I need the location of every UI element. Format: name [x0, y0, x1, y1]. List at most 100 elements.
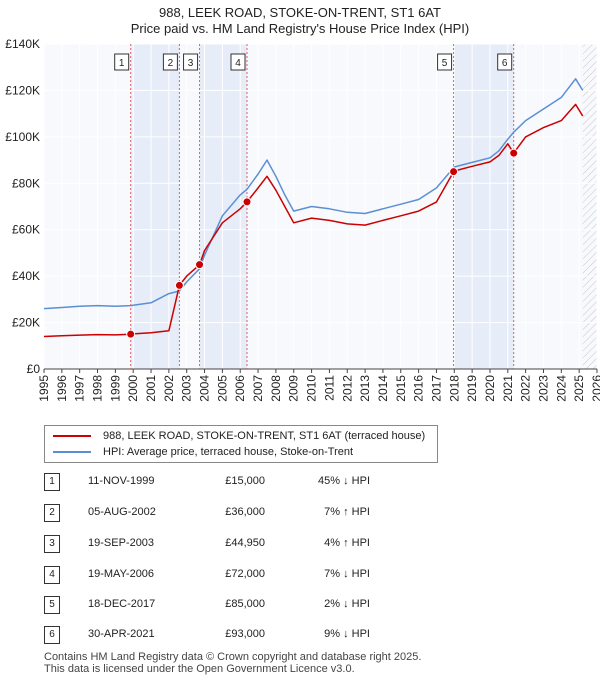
shaded-span [453, 44, 514, 369]
x-tick-label: 2025 [572, 375, 586, 402]
sale-marker-label: 1 [119, 58, 125, 69]
sale-price: £72,000 [225, 568, 265, 580]
chart-legend: 988, LEEK ROAD, STOKE-ON-TRENT, ST1 6AT … [44, 425, 438, 463]
x-tick-label: 2009 [287, 375, 301, 402]
sale-date: 19-MAY-2006 [88, 568, 155, 580]
x-tick-label: 2021 [501, 375, 515, 402]
y-tick-label: £20K [12, 316, 40, 330]
x-tick-label: 2006 [233, 375, 247, 402]
sale-hpi-diff: 7% ↑ HPI [324, 506, 370, 518]
x-tick-label: 1999 [108, 375, 122, 402]
x-tick-label: 2013 [358, 375, 372, 402]
sale-point [174, 280, 184, 290]
x-tick-label: 2005 [215, 375, 229, 402]
y-tick-label: £0 [27, 362, 41, 376]
future-hatch [582, 44, 597, 369]
sale-marker-label: 5 [442, 58, 448, 69]
x-tick-label: 2001 [144, 375, 158, 402]
sale-date: 05-AUG-2002 [88, 506, 156, 518]
sale-number-badge: 3 [44, 535, 60, 553]
chart-title-line1: 988, LEEK ROAD, STOKE-ON-TRENT, ST1 6AT [159, 5, 441, 20]
sale-hpi-diff: 2% ↓ HPI [324, 598, 370, 610]
sale-point [195, 260, 205, 270]
y-tick-label: £100K [5, 130, 40, 144]
sale-marker-box [162, 53, 178, 71]
x-tick-label: 1995 [37, 375, 51, 402]
legend-swatch-blue [53, 451, 91, 454]
shaded-span [199, 44, 248, 369]
sale-marker-box [230, 53, 246, 71]
sale-price: £36,000 [225, 506, 265, 518]
property-series-line [43, 103, 584, 338]
x-tick-label: 2000 [126, 375, 140, 402]
sale-date: 19-SEP-2003 [88, 537, 155, 549]
x-tick-label: 2019 [465, 375, 479, 402]
sale-number-badge: 2 [44, 504, 60, 522]
legend-item-hpi: HPI: Average price, terraced house, Stok… [53, 444, 353, 460]
x-tick-label: 2002 [162, 375, 176, 402]
sale-marker-box [114, 53, 130, 71]
chart-title-line2: Price paid vs. HM Land Registry's House … [130, 21, 470, 36]
y-tick-label: £60K [12, 223, 40, 237]
footer-licence: This data is licensed under the Open Gov… [44, 663, 355, 675]
x-tick-label: 2007 [251, 375, 265, 402]
sale-point [242, 197, 252, 207]
x-tick-label: 2026 [590, 375, 600, 402]
x-tick-label: 2024 [554, 375, 568, 402]
sale-hpi-diff: 4% ↑ HPI [324, 537, 370, 549]
y-tick-label: £140K [5, 37, 40, 51]
sale-number-badge: 5 [44, 596, 60, 614]
x-tick-label: 2020 [483, 375, 497, 402]
x-tick-label: 2017 [429, 375, 443, 402]
sale-point [509, 148, 519, 158]
sale-date: 18-DEC-2017 [88, 598, 156, 610]
x-tick-label: 2018 [447, 375, 461, 402]
x-tick-label: 2014 [376, 375, 390, 402]
x-tick-label: 2016 [412, 375, 426, 402]
y-tick-label: £120K [5, 83, 40, 97]
shaded-span [130, 44, 180, 369]
y-tick-label: £40K [12, 269, 40, 283]
x-tick-label: 2022 [519, 375, 533, 402]
legend-swatch-red [53, 435, 91, 438]
y-tick-label: £80K [12, 176, 40, 190]
x-tick-label: 1996 [55, 375, 69, 402]
x-tick-label: 1997 [73, 375, 87, 402]
x-tick-label: 2023 [536, 375, 550, 402]
sale-marker-label: 3 [188, 58, 194, 69]
x-tick-label: 2003 [180, 375, 194, 402]
sale-marker-box [183, 53, 199, 71]
x-tick-label: 2010 [305, 375, 319, 402]
sale-hpi-diff: 7% ↓ HPI [324, 568, 370, 580]
legend-label-hpi: HPI: Average price, terraced house, Stok… [103, 446, 354, 458]
sale-marker-box [497, 53, 513, 71]
legend-label-property: 988, LEEK ROAD, STOKE-ON-TRENT, ST1 6AT … [103, 430, 426, 442]
sale-date: 30-APR-2021 [88, 628, 155, 640]
sale-date: 11-NOV-1999 [88, 475, 155, 487]
sale-price: £44,950 [225, 537, 265, 549]
sale-price: £85,000 [225, 598, 265, 610]
sale-point [449, 167, 459, 177]
x-tick-label: 2008 [269, 375, 283, 402]
x-tick-label: 2015 [394, 375, 408, 402]
footer-copyright: Contains HM Land Registry data © Crown c… [44, 651, 422, 663]
sale-price: £93,000 [225, 628, 265, 640]
legend-item-property: 988, LEEK ROAD, STOKE-ON-TRENT, ST1 6AT … [53, 428, 425, 444]
x-tick-label: 2012 [340, 375, 354, 402]
sale-number-badge: 1 [44, 473, 60, 491]
sale-marker-label: 2 [168, 58, 174, 69]
x-tick-label: 1998 [91, 375, 105, 402]
sale-number-badge: 4 [44, 566, 60, 584]
sale-marker-label: 6 [502, 58, 508, 69]
sale-marker-label: 4 [235, 58, 241, 69]
x-tick-label: 2011 [322, 375, 336, 401]
x-tick-label: 2004 [198, 375, 212, 402]
sale-hpi-diff: 9% ↓ HPI [324, 628, 370, 640]
sale-hpi-diff: 45% ↓ HPI [318, 475, 370, 487]
sale-marker-box [437, 53, 453, 71]
sale-price: £15,000 [225, 475, 265, 487]
sale-point [126, 329, 136, 339]
price-chart: £0 £20K £40K £60K £80K £100K £120K £140K 1995 199… [5, 37, 600, 402]
hpi-series-line [43, 78, 584, 310]
sale-number-badge: 6 [44, 626, 60, 644]
